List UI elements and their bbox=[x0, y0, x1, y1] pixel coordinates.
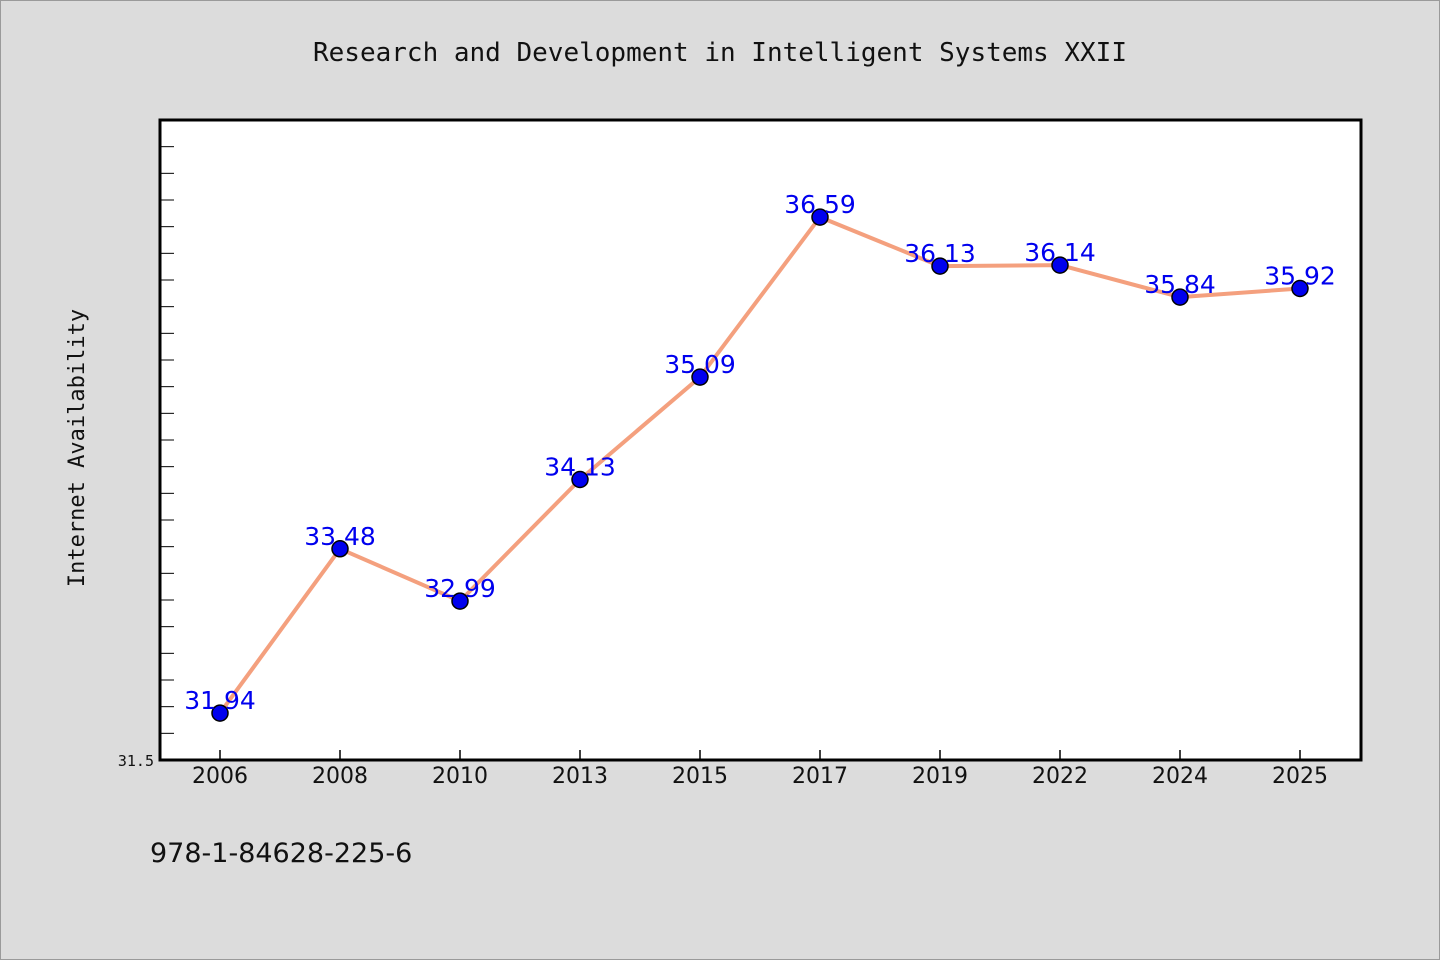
plot-area bbox=[160, 120, 1361, 760]
data-point bbox=[1051, 256, 1069, 274]
data-point bbox=[811, 208, 829, 226]
x-tick-label: 2024 bbox=[1152, 764, 1208, 789]
data-label: 32.99 bbox=[424, 574, 496, 603]
x-tick-label: 2017 bbox=[792, 764, 848, 789]
data-point bbox=[451, 592, 469, 610]
data-labels: 31.94 33.48 32.99 34.13 35.09 36.59 36.13 36.14… bbox=[184, 190, 1336, 715]
x-tick-label: 2022 bbox=[1032, 764, 1088, 789]
data-point bbox=[211, 704, 229, 722]
y-minor-ticks bbox=[160, 146, 174, 734]
y-axis-label: Internet Availability bbox=[65, 309, 90, 587]
data-label: 35.84 bbox=[1144, 270, 1216, 299]
x-tick-label: 2013 bbox=[552, 764, 608, 789]
x-tick-label: 2010 bbox=[432, 764, 488, 789]
series-line bbox=[218, 215, 1302, 716]
data-point bbox=[1291, 279, 1309, 298]
x-tick-label: 2019 bbox=[912, 764, 968, 789]
x-axis-tick-labels: 2006 2008 2010 2013 2015 2017 2019 2022 2024 2025 bbox=[192, 764, 1328, 789]
data-point bbox=[331, 540, 349, 558]
data-point bbox=[1171, 288, 1189, 306]
chart-title: Research and Development in Intelligent … bbox=[313, 38, 1127, 68]
data-label: 36.13 bbox=[904, 239, 976, 268]
data-label: 36.14 bbox=[1024, 238, 1096, 267]
data-point bbox=[571, 470, 589, 489]
data-label: 35.09 bbox=[664, 350, 736, 379]
series-markers bbox=[211, 208, 1309, 722]
y-tick-label: 31.5 bbox=[118, 752, 154, 770]
x-tick-label: 2015 bbox=[672, 764, 728, 789]
data-label: 34.13 bbox=[544, 453, 616, 482]
data-label: 35.92 bbox=[1264, 262, 1336, 291]
x-tick-label: 2025 bbox=[1272, 764, 1328, 789]
data-label: 36.59 bbox=[784, 190, 856, 219]
x-tick-label: 2006 bbox=[192, 764, 248, 789]
data-label: 33.48 bbox=[304, 522, 376, 551]
y-axis-tick-labels: 31.5 bbox=[118, 752, 154, 770]
plot-border bbox=[158, 118, 1363, 762]
data-point bbox=[691, 368, 709, 386]
data-label: 31.94 bbox=[184, 686, 256, 715]
data-point bbox=[931, 257, 949, 275]
x-tick-label: 2008 bbox=[312, 764, 368, 789]
x-axis-ticks bbox=[219, 750, 1301, 760]
footer-isbn: 978-1-84628-225-6 bbox=[150, 838, 412, 869]
